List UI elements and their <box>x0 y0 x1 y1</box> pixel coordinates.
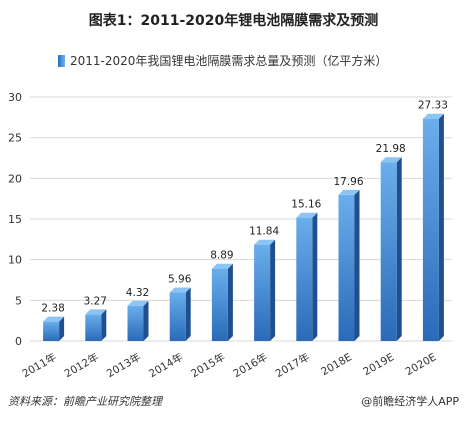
data-label: 21.98 <box>376 143 406 155</box>
source-note: 资料来源：前瞻产业研究院整理 <box>8 395 162 408</box>
bar-top <box>85 309 107 315</box>
bar <box>169 292 186 341</box>
bar-top <box>127 300 149 306</box>
bar <box>211 268 228 341</box>
footer: 资料来源：前瞻产业研究院整理 @前瞻经济学人APP <box>8 393 459 409</box>
bar-side <box>101 309 107 341</box>
bar <box>127 305 144 341</box>
bar-top <box>422 113 444 119</box>
bar-top <box>338 189 360 195</box>
x-tick-label: 2012年 <box>62 350 101 380</box>
data-label: 8.89 <box>210 250 233 262</box>
x-tick-label: 2019E <box>361 351 396 378</box>
bar-side <box>227 263 233 341</box>
x-tick-label: 2013年 <box>104 350 143 380</box>
bar-side <box>354 189 360 341</box>
bar-top <box>254 239 276 245</box>
x-tick-label: 2018E <box>319 351 354 378</box>
x-tick-label: 2017年 <box>273 350 312 380</box>
bar <box>254 244 271 341</box>
bar-top <box>43 316 65 322</box>
data-label: 5.96 <box>168 274 192 286</box>
bar <box>380 162 397 341</box>
y-tick-label: 30 <box>8 91 22 104</box>
bar-side <box>59 316 65 341</box>
data-label: 3.27 <box>84 295 107 307</box>
legend-swatch <box>58 54 65 67</box>
bar-side <box>270 239 276 341</box>
y-tick-label: 15 <box>8 213 22 226</box>
credit-note: @前瞻经济学人APP <box>361 395 459 408</box>
legend: 2011-2020年我国锂电池隔膜需求总量及预测（亿平方米） <box>58 52 387 69</box>
x-tick-label: 2014年 <box>146 350 185 380</box>
y-tick-label: 5 <box>15 294 22 307</box>
bar <box>43 321 60 341</box>
bar <box>422 118 439 341</box>
data-label: 27.33 <box>418 100 448 112</box>
x-tick-label: 2011年 <box>20 350 59 380</box>
bar <box>296 217 313 341</box>
bar-side <box>185 287 191 341</box>
legend-label: 2011-2020年我国锂电池隔膜需求总量及预测（亿平方米） <box>70 54 388 68</box>
chart-title: 图表1：2011-2020年锂电池隔膜需求及预测 <box>88 13 379 29</box>
data-label: 2.38 <box>41 303 64 315</box>
bar <box>85 314 102 341</box>
x-tick-label: 2016年 <box>231 350 270 380</box>
bar-side <box>312 212 318 341</box>
bar-top <box>211 263 233 269</box>
y-tick-label: 0 <box>15 335 22 348</box>
bar-side <box>396 157 402 341</box>
bar-side <box>438 113 444 341</box>
bar-top <box>169 287 191 293</box>
bar-top <box>296 212 318 218</box>
x-tick-label: 2015年 <box>189 350 228 380</box>
data-label: 17.96 <box>333 176 363 188</box>
bar <box>338 194 355 341</box>
data-label: 15.16 <box>291 199 321 211</box>
x-tick-label: 2020E <box>404 351 439 378</box>
data-label: 4.32 <box>126 287 149 299</box>
y-tick-label: 20 <box>8 172 22 185</box>
bar-side <box>143 300 149 341</box>
data-label: 11.84 <box>249 226 279 238</box>
bar-top <box>380 157 402 163</box>
y-tick-label: 10 <box>8 254 22 267</box>
y-tick-label: 25 <box>8 132 22 145</box>
